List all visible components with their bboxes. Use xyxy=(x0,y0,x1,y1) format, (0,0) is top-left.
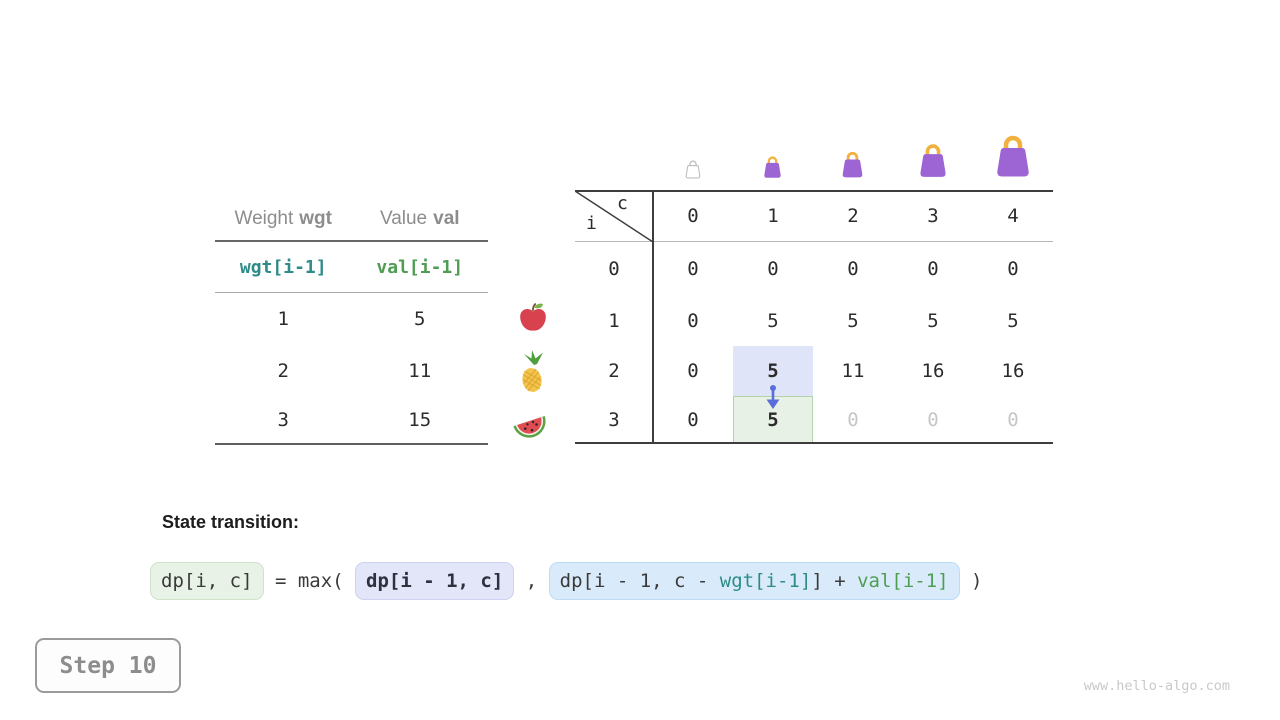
dp-cell-1-2: 5 xyxy=(847,310,859,332)
col-label-3: 3 xyxy=(927,205,939,227)
corner-col-var: c xyxy=(617,193,628,214)
dp-table: c i 0 1 2 3 4 0 1 2 3 0 0 0 0 0 0 5 5 5 … xyxy=(575,190,1053,444)
dp-table-header-rule xyxy=(575,241,1053,242)
row-label-3: 3 xyxy=(608,409,620,431)
state-transition-heading: State transition: xyxy=(162,512,300,532)
pineapple-icon xyxy=(522,350,543,392)
wgt-expression: wgt[i-1] xyxy=(239,257,327,278)
row-label-0: 0 xyxy=(608,258,620,280)
dp-table-bottom-rule xyxy=(575,442,1053,444)
bag-large-icon xyxy=(920,144,946,177)
formula-arg2-mid: ] + xyxy=(811,570,858,592)
dp-table-vertical-rule xyxy=(652,190,654,444)
dp-cell-0-0: 0 xyxy=(687,258,699,280)
item2-weight: 2 xyxy=(277,360,289,382)
dp-cell-1-0: 0 xyxy=(687,310,699,332)
items-table-bottom-rule xyxy=(215,443,488,445)
item-row-2: 2 11 xyxy=(215,345,488,397)
dp-cell-2-1-source-highlight: 5 xyxy=(733,346,813,396)
item-row-1: 1 5 xyxy=(215,293,488,345)
bag-medium-icon xyxy=(842,151,863,178)
diagonal-divider xyxy=(575,190,653,242)
empty-bag-icon xyxy=(685,160,701,179)
dp-cell-2-3: 16 xyxy=(921,360,945,382)
dp-cell-1-4: 5 xyxy=(1007,310,1019,332)
formula-arg1-box: dp[i - 1, c] xyxy=(355,562,515,600)
items-table-header: Weight wgt Value val xyxy=(215,196,488,241)
dp-cell-3-4: 0 xyxy=(1007,409,1019,431)
formula-arg2-box: dp[i - 1, c - wgt[i-1] ] + val[i-1] xyxy=(548,562,960,600)
item3-value: 15 xyxy=(408,409,432,431)
formula-close-paren: ) xyxy=(959,570,983,592)
formula-equals-max: = max( xyxy=(263,570,356,592)
apple-icon xyxy=(520,303,546,331)
step-badge: Step 10 xyxy=(35,638,181,693)
item1-value: 5 xyxy=(414,308,426,330)
item3-weight: 3 xyxy=(277,409,289,431)
formula-arg2-val: val[i-1] xyxy=(857,570,949,592)
watermelon-icon xyxy=(513,416,546,438)
dp-cell-2-2: 11 xyxy=(841,360,865,382)
items-table-rule xyxy=(215,292,488,293)
dp-cell-3-2: 0 xyxy=(847,409,859,431)
formula-arg2-wgt: wgt[i-1] xyxy=(719,570,812,592)
dp-cell-2-4: 16 xyxy=(1001,360,1025,382)
bag-small-icon xyxy=(764,156,781,178)
dp-cell-3-3: 0 xyxy=(927,409,939,431)
formula-arg1: dp[i - 1, c] xyxy=(366,570,504,592)
item-row-3: 3 15 xyxy=(215,397,488,443)
watermark: www.hello-algo.com xyxy=(1083,678,1230,694)
dp-table-top-rule xyxy=(575,190,1053,192)
formula-lhs: dp[i, c] xyxy=(161,570,253,592)
value-label: Value xyxy=(379,207,428,229)
dp-cell-0-1: 0 xyxy=(767,258,779,280)
weight-column-header: Weight wgt xyxy=(215,196,352,241)
item2-value: 11 xyxy=(408,360,432,382)
formula-arg2-prefix: dp[i - 1, c - xyxy=(559,570,720,592)
step-badge-label: Step 10 xyxy=(59,652,157,679)
items-table-code-row: wgt[i-1] val[i-1] xyxy=(215,243,488,292)
dp-cell-1-1: 5 xyxy=(767,310,779,332)
wgt-code-label: wgt xyxy=(299,207,332,229)
items-table-header-rule xyxy=(215,240,488,242)
dp-cell-3-0: 0 xyxy=(687,409,699,431)
transition-arrow-icon xyxy=(766,385,780,409)
col-label-0: 0 xyxy=(687,205,699,227)
formula-lhs-box: dp[i, c] xyxy=(150,562,264,600)
corner-row-var: i xyxy=(586,213,597,234)
row-label-1: 1 xyxy=(608,310,620,332)
val-expression: val[i-1] xyxy=(376,257,464,278)
val-code-label: val xyxy=(433,207,460,229)
items-table: Weight wgt Value val wgt[i-1] val[i-1] 1… xyxy=(215,196,488,446)
dp-cell-0-4: 0 xyxy=(1007,258,1019,280)
weight-label: Weight xyxy=(234,207,294,229)
state-transition-formula: dp[i, c] = max( dp[i - 1, c] , dp[i - 1,… xyxy=(150,562,982,600)
col-label-4: 4 xyxy=(1007,205,1019,227)
formula-comma: , xyxy=(514,570,549,592)
dp-cell-1-3: 5 xyxy=(927,310,939,332)
col-label-2: 2 xyxy=(847,205,859,227)
dp-cell-2-0: 0 xyxy=(687,360,699,382)
col-label-1: 1 xyxy=(767,205,779,227)
bag-xlarge-icon xyxy=(997,135,1029,177)
item1-weight: 1 xyxy=(277,308,289,330)
dp-cell-0-2: 0 xyxy=(847,258,859,280)
row-label-2: 2 xyxy=(608,360,620,382)
dp-cell-0-3: 0 xyxy=(927,258,939,280)
value-column-header: Value val xyxy=(352,196,489,241)
